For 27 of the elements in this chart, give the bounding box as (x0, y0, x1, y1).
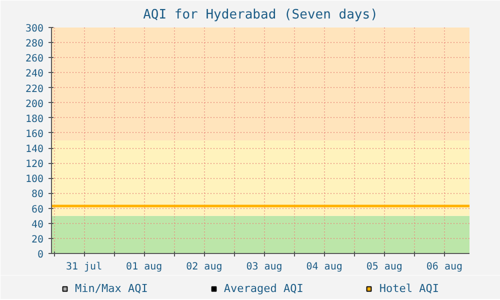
legend-label: Hotel AQI (379, 282, 439, 295)
y-tick-label: 180 (25, 114, 44, 125)
x-tick-label: 31 jul (66, 262, 102, 272)
chart-title: AQI for Hyderabad (Seven days) (143, 8, 378, 22)
y-tick-label: 100 (25, 174, 44, 186)
x-tick-label: 04 aug (306, 262, 342, 272)
y-tick-label: 220 (25, 84, 44, 95)
y-tick-label: 260 (25, 54, 44, 65)
x-tick-label: 06 aug (426, 262, 463, 272)
x-tick-label: 05 aug (366, 262, 402, 272)
y-tick-label: 20 (31, 234, 44, 246)
y-tick-label: 240 (25, 68, 44, 80)
y-tick-label: 0 (37, 250, 44, 260)
y-tick-label: 300 (25, 24, 44, 34)
y-tick-label: 80 (31, 189, 44, 200)
legend-label: Min/Max AQI (75, 282, 148, 295)
x-tick-label: 03 aug (246, 262, 282, 272)
y-tick-label: 140 (25, 144, 44, 156)
y-tick-label: 200 (25, 98, 44, 110)
legend-label: Averaged AQI (224, 282, 304, 295)
x-tick-label: 02 aug (186, 262, 222, 272)
y-tick-label: 120 (25, 159, 44, 170)
y-tick-label: 60 (31, 204, 44, 216)
y-tick-label: 280 (25, 38, 44, 50)
y-tick-label: 40 (31, 219, 44, 230)
x-tick-label: 01 aug (126, 262, 162, 272)
y-tick-label: 160 (25, 128, 44, 140)
